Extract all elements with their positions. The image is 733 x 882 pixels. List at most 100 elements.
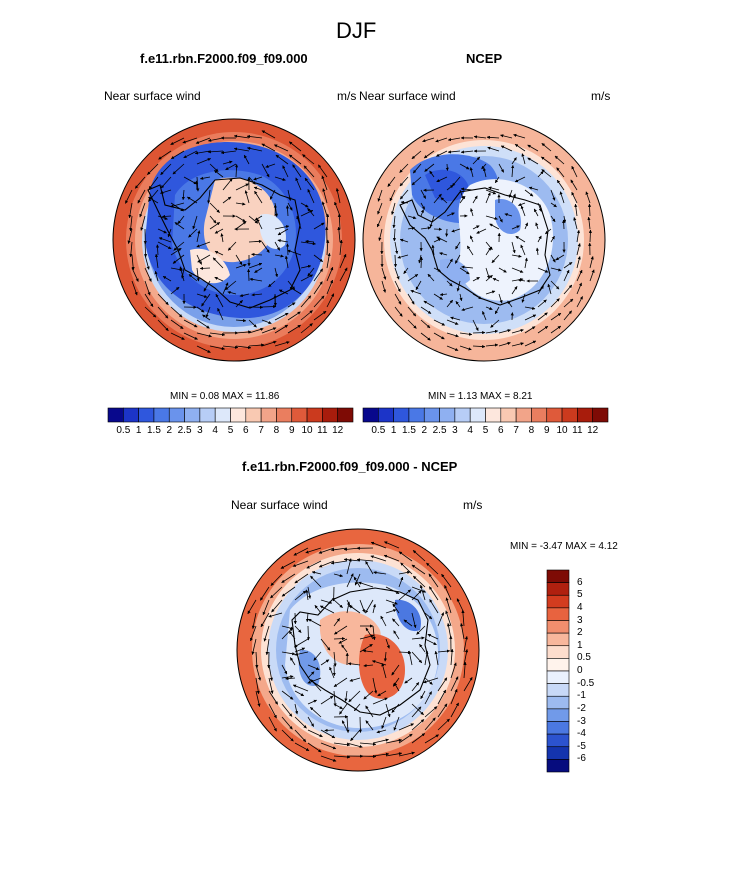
wind-vector (498, 293, 503, 304)
wind-vector (233, 134, 250, 139)
wind-vector (358, 581, 374, 588)
colorbar-model-label: 5 (227, 425, 234, 436)
wind-vector (288, 141, 302, 152)
wind-vector (524, 257, 528, 269)
wind-vector (274, 267, 279, 278)
wind-vector (339, 239, 343, 256)
wind-vector (322, 188, 328, 204)
wind-vector (287, 189, 292, 201)
colorbar-obs-box (408, 407, 425, 423)
wind-vector (173, 241, 185, 251)
wind-vector (348, 690, 361, 703)
wind-vector (305, 612, 310, 623)
wind-vector (306, 625, 310, 641)
colorbar-obs-label: 10 (556, 425, 568, 436)
wind-vector (472, 225, 480, 230)
wind-vector (285, 205, 290, 217)
wind-vector (399, 189, 409, 200)
wind-vector (537, 267, 549, 273)
wind-vector (300, 323, 313, 334)
wind-vector (521, 153, 526, 165)
wind-vector (550, 267, 562, 272)
wind-vector (247, 599, 257, 615)
wind-vector (170, 202, 184, 212)
wind-vector (277, 239, 289, 243)
wind-vector (392, 603, 400, 614)
wind-vector (420, 209, 424, 217)
wind-vector (261, 319, 272, 324)
wind-vector (511, 164, 515, 178)
colorbar-diff-label: 0 (577, 665, 583, 676)
wind-vector (574, 203, 578, 217)
wind-vector (420, 226, 432, 230)
wind-vector (261, 143, 276, 152)
wind-vector (337, 226, 341, 243)
wind-vector (411, 651, 423, 664)
colorbar-model-box (291, 407, 308, 423)
wind-vector (161, 214, 172, 218)
wind-vector (524, 326, 536, 334)
colorbar-diff-box (546, 759, 570, 773)
wind-vector (513, 133, 526, 139)
wind-vector (289, 657, 296, 666)
colorbar-obs-box (469, 407, 486, 423)
wind-vector (274, 241, 281, 251)
wind-vector (326, 266, 334, 282)
wind-vector (346, 573, 354, 588)
wind-vector (485, 290, 496, 295)
wind-vector (472, 344, 486, 349)
wind-vector (518, 202, 526, 206)
colorbar-obs-box (485, 407, 502, 423)
wind-vector (463, 677, 473, 692)
wind-vector (436, 176, 448, 183)
wind-vector (170, 137, 185, 145)
wind-vector (281, 703, 293, 717)
wind-vector (159, 189, 172, 195)
colorbar-diff-label: 1 (577, 639, 583, 651)
wind-vector (459, 267, 470, 275)
colorbar-model-label: 8 (273, 425, 280, 436)
wind-vector (498, 329, 511, 334)
wind-vector (304, 177, 315, 191)
wind-vector (253, 176, 263, 181)
wind-vector (381, 280, 387, 293)
wind-vector (353, 703, 361, 712)
wind-vector (274, 254, 284, 258)
wind-vector (188, 273, 198, 282)
wind-vector (381, 716, 387, 729)
wind-vector (422, 137, 435, 143)
wind-vector (365, 720, 374, 731)
wind-vector (485, 329, 499, 334)
wind-vector (447, 137, 461, 142)
wind-vector (424, 638, 437, 646)
wind-vector (370, 541, 387, 549)
colorbar-model-label: 0.5 (116, 425, 131, 436)
wind-vector (511, 254, 522, 258)
wind-vector (214, 228, 224, 234)
wind-vector (319, 605, 335, 614)
wind-vector (437, 612, 444, 627)
wind-vector (225, 280, 237, 291)
wind-vector (385, 638, 390, 649)
wind-vector (285, 243, 290, 256)
wind-vector (157, 293, 169, 306)
wind-vector (333, 755, 351, 759)
wind-vector (436, 236, 448, 243)
colorbar-diff-label: 5 (577, 589, 583, 601)
wind-vector (207, 137, 224, 142)
wind-vector (461, 265, 474, 269)
wind-vector (302, 154, 315, 165)
wind-vector (482, 167, 487, 178)
wind-vector (446, 319, 459, 325)
wind-vector (424, 163, 435, 172)
wind-vector (341, 644, 348, 653)
wind-vector (533, 208, 539, 217)
colorbar-diff-label: 6 (577, 576, 583, 588)
wind-vector (541, 156, 552, 165)
wind-vector (439, 292, 448, 297)
wind-vector (341, 720, 348, 731)
colorbar-diff-box (546, 645, 570, 659)
wind-vector (437, 689, 447, 705)
wind-vector (428, 586, 439, 601)
wind-vector (307, 677, 322, 684)
